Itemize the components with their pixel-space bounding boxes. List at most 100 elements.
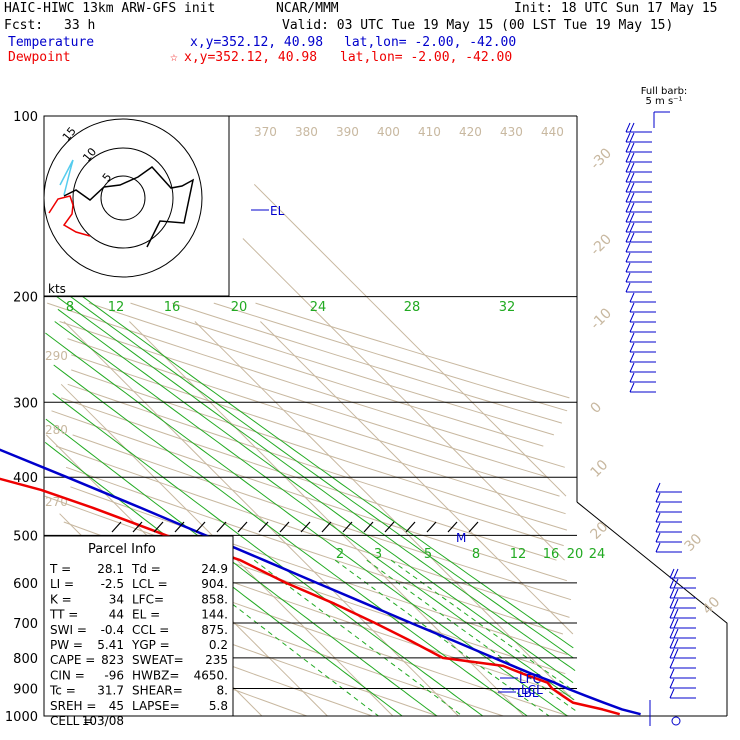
mixing-ratio-label: 20 bbox=[567, 547, 584, 562]
wind-barb-feather bbox=[629, 172, 635, 183]
parcel-value: 5.41 bbox=[97, 638, 124, 652]
wind-barb-feather bbox=[673, 648, 679, 659]
hatch-mark bbox=[258, 521, 269, 533]
wind-barb-feather bbox=[625, 232, 631, 243]
parcel-key: CCL = bbox=[132, 623, 169, 637]
mixing-ratio-label: 12 bbox=[510, 547, 527, 562]
pressure-tick-label: 600 bbox=[13, 577, 38, 592]
wind-barb-feather bbox=[629, 142, 635, 153]
wind-barb-feather bbox=[629, 132, 635, 143]
wind-barb-feather bbox=[655, 512, 661, 523]
hatch-mark bbox=[195, 521, 206, 533]
mixing-ratio-dashed bbox=[334, 559, 550, 717]
mixing-ratio-label: 3 bbox=[374, 547, 382, 562]
dry-adiabat-line bbox=[213, 302, 568, 412]
hatch-mark bbox=[300, 521, 311, 533]
calm-wind-circle bbox=[671, 716, 681, 726]
isotherm-line bbox=[253, 184, 567, 497]
pressure-tick-label: 100 bbox=[13, 110, 38, 125]
isotherm-line bbox=[194, 321, 574, 701]
wind-barb-feather bbox=[669, 688, 675, 699]
header-model: HAIC-HIWC 13km ARW-GFS init bbox=[4, 1, 216, 16]
temperature-legend: Temperature bbox=[8, 35, 95, 50]
wind-barb-feather bbox=[629, 292, 635, 303]
dry-adiabat-line bbox=[70, 486, 568, 656]
parcel-key: LAPSE= bbox=[132, 699, 180, 713]
parcel-title: Parcel Info bbox=[88, 542, 156, 557]
mixing-ratio-line bbox=[82, 296, 574, 649]
wind-barb-feather bbox=[625, 242, 631, 253]
parcel-key: LFC= bbox=[132, 592, 164, 606]
parcel-key: SHEAR= bbox=[132, 684, 183, 698]
wind-barb-feather bbox=[625, 282, 631, 293]
wind-barb-feather bbox=[655, 542, 661, 553]
parcel-key: SWEAT= bbox=[132, 653, 184, 667]
parcel-value: 24.9 bbox=[201, 562, 228, 576]
parcel-key: CAPE = bbox=[50, 653, 95, 667]
theta-tick-label: 400 bbox=[377, 125, 400, 139]
plot-right-skew-edge bbox=[576, 501, 728, 716]
hatch-mark bbox=[111, 521, 122, 533]
wind-barb-feather bbox=[625, 202, 631, 213]
parcel-key: CIN = bbox=[50, 668, 85, 682]
wind-barb-feather bbox=[673, 598, 679, 609]
hatch-mark bbox=[153, 521, 164, 533]
wind-barb-feather bbox=[655, 482, 661, 493]
parcel-key: LCL = bbox=[132, 577, 168, 591]
parcel-key: YGP = bbox=[131, 638, 170, 652]
wind-barb-feather bbox=[669, 628, 675, 639]
parcel-value: -2.5 bbox=[101, 577, 124, 591]
wind-barb-feather bbox=[629, 372, 635, 383]
pressure-tick-label: 300 bbox=[13, 396, 38, 411]
parcel-value: 0.2 bbox=[209, 638, 228, 652]
theta-tick-label: 370 bbox=[254, 125, 277, 139]
theta-tick-label: 380 bbox=[295, 125, 318, 139]
wind-barb-feather bbox=[673, 628, 679, 639]
dry-adiabat-line bbox=[72, 434, 572, 601]
mixing-ratio-label: 8 bbox=[472, 547, 480, 562]
parcel-box bbox=[43, 535, 234, 717]
hatch-mark bbox=[363, 521, 374, 533]
wind-barb-feather bbox=[669, 588, 675, 599]
wind-barb-feather bbox=[655, 492, 661, 503]
wind-barb-feather bbox=[629, 332, 635, 343]
wind-barb-feather bbox=[655, 532, 661, 543]
mixing-ratio-label: 16 bbox=[543, 547, 560, 562]
mixing-ratio-line bbox=[45, 418, 438, 717]
wind-barb-feather bbox=[629, 342, 635, 353]
parcel-value: -0.4 bbox=[101, 623, 124, 637]
isotherm-line bbox=[260, 321, 574, 635]
mixing-ratio-line bbox=[56, 296, 576, 672]
parcel-value: 8. bbox=[217, 684, 228, 698]
pressure-tick-label: 200 bbox=[13, 291, 38, 306]
parcel-value: 4650. bbox=[194, 668, 228, 682]
wind-barb-feather bbox=[655, 522, 661, 533]
wind-barb-feather bbox=[629, 192, 635, 203]
theta-tick-label: 390 bbox=[336, 125, 359, 139]
parcel-key: K = bbox=[50, 592, 72, 606]
wind-barb-feather bbox=[625, 172, 631, 183]
mixing-ratio-dashed bbox=[366, 559, 576, 712]
wind-barb-feather bbox=[625, 192, 631, 203]
parcel-key: SREH = bbox=[50, 699, 96, 713]
wind-barb-feather bbox=[629, 312, 635, 323]
parcel-value: 103/08 bbox=[82, 714, 124, 728]
isotherm-line bbox=[242, 238, 565, 561]
parcel-value: 45 bbox=[109, 699, 124, 713]
mixing-ratio-label: 5 bbox=[424, 547, 432, 562]
wind-barb-feather bbox=[669, 618, 675, 629]
parcel-value: -96 bbox=[104, 668, 124, 682]
header-fcst-value: 33 h bbox=[64, 18, 96, 33]
parcel-value: 144. bbox=[201, 608, 228, 622]
wind-barb-feather bbox=[629, 212, 635, 223]
header-init: Init: 18 UTC Sun 17 May 15 bbox=[514, 1, 718, 16]
dry-adiabat-line bbox=[88, 302, 544, 447]
mixing-ratio-line bbox=[44, 442, 403, 717]
theta-side-label: 290 bbox=[45, 349, 68, 363]
parcel-key: LI = bbox=[50, 577, 74, 591]
wind-barb-feather bbox=[629, 362, 635, 373]
hodograph-ring bbox=[72, 147, 174, 249]
wind-barb-feather bbox=[625, 162, 631, 173]
dewpoint-latlon: lat,lon= -2.00, -42.00 bbox=[340, 50, 513, 65]
